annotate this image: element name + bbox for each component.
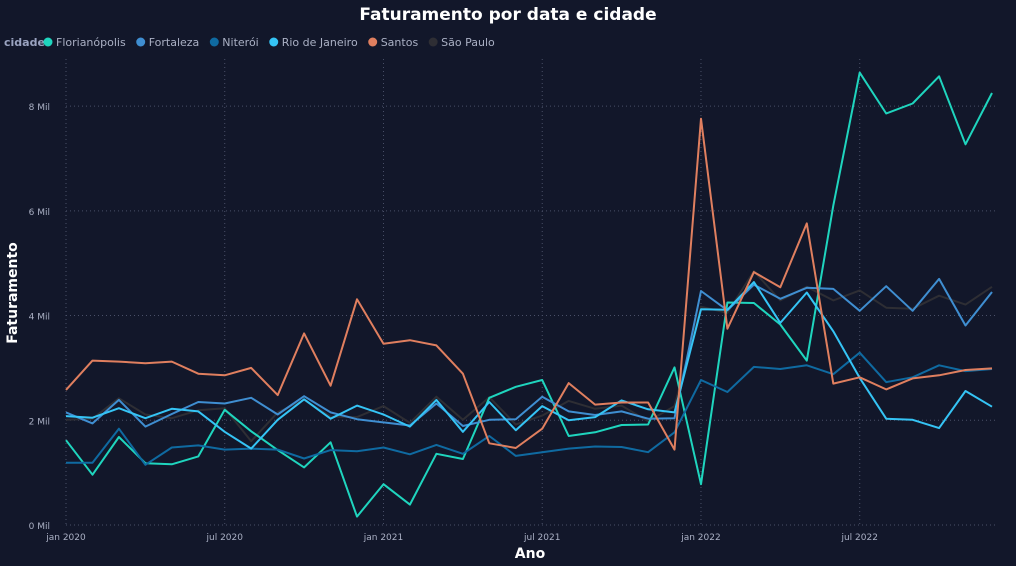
x-tick-label: jul 2020 — [206, 533, 244, 543]
legend-marker — [269, 37, 279, 47]
legend-item[interactable]: Rio de Janeiro — [269, 36, 358, 49]
x-tick-label: jul 2021 — [523, 533, 560, 543]
legend-item[interactable]: São Paulo — [428, 36, 495, 49]
legend-item[interactable]: Fortaleza — [136, 36, 199, 49]
x-axis-label: Ano — [515, 546, 546, 562]
legend-label: Florianópolis — [56, 36, 126, 49]
y-axis-label: Faturamento — [5, 242, 21, 344]
x-axis: jan 2020 jul 2020 jan 2021 jul 2021 jan 2022… — [45, 533, 878, 543]
y-tick-label: 4 Mil — [29, 313, 50, 323]
legend-item[interactable]: Florianópolis — [43, 36, 126, 49]
legend-label: Santos — [381, 36, 419, 49]
x-tick-label: jan 2021 — [363, 533, 404, 543]
legend-item[interactable]: Santos — [368, 36, 418, 49]
series-line-rio-de-janeiro[interactable] — [65, 281, 993, 450]
legend-marker — [136, 37, 146, 47]
series-line-santos[interactable] — [65, 117, 993, 451]
legend: cidade Florianópolis Fortaleza Niterói Rio … — [4, 36, 495, 49]
y-tick-label: 2 Mil — [29, 417, 50, 427]
y-tick-label: 8 Mil — [29, 103, 50, 113]
chart-title: Faturamento por data e cidade — [359, 5, 656, 25]
series-line-florian-polis[interactable] — [65, 71, 993, 518]
series-line-fortaleza[interactable] — [65, 277, 993, 428]
y-axis: 0 Mil 2 Mil 4 Mil 6 Mil 8 Mil — [29, 103, 50, 532]
y-tick-label: 0 Mil — [29, 522, 50, 532]
x-tick-label: jul 2022 — [840, 533, 877, 543]
legend-items: Florianópolis Fortaleza Niterói Rio de Jane… — [43, 36, 495, 49]
legend-marker — [209, 37, 219, 47]
y-tick-label: 6 Mil — [29, 208, 50, 218]
legend-label: Rio de Janeiro — [282, 36, 358, 49]
legend-label: Niterói — [222, 36, 258, 49]
series-lines — [65, 71, 993, 518]
series-line-s-o-paulo[interactable] — [65, 270, 993, 443]
series-line-niter-i[interactable] — [66, 351, 993, 466]
legend-item[interactable]: Niterói — [209, 36, 259, 49]
x-tick-label: jan 2020 — [45, 533, 86, 543]
legend-marker — [368, 37, 378, 47]
legend-label: Fortaleza — [149, 36, 200, 49]
legend-label: São Paulo — [441, 36, 495, 49]
legend-marker — [428, 37, 438, 47]
legend-title: cidade — [4, 36, 45, 49]
x-tick-label: jan 2022 — [680, 533, 721, 543]
legend-marker — [43, 37, 53, 47]
